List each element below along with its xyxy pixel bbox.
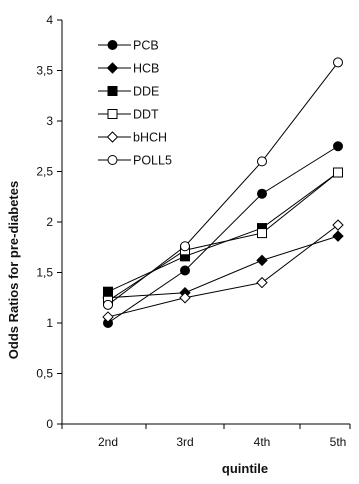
data-point-ddt xyxy=(257,228,267,239)
data-point-pcb xyxy=(180,265,190,276)
x-tick-label: 5th xyxy=(330,435,347,449)
series-line-ddt xyxy=(107,172,339,302)
legend-marker xyxy=(106,131,119,143)
x-axis-label: quintile xyxy=(222,461,268,476)
data-point-pcb xyxy=(333,141,343,152)
data-point-bhch xyxy=(332,219,344,231)
data-point-poll5 xyxy=(180,241,190,252)
x-tick-label: 2nd xyxy=(98,435,118,449)
y-tick-label: 1,5 xyxy=(36,266,53,280)
legend-marker xyxy=(107,86,118,96)
y-tick-label: 1 xyxy=(46,316,53,330)
data-point-poll5 xyxy=(103,299,113,310)
series-line-poll5 xyxy=(107,62,339,306)
legend-item-hcb: HCB xyxy=(98,62,159,76)
legend: PCB HCB DDE DDT bHCH POLL5 xyxy=(98,39,172,168)
data-point-poll5 xyxy=(333,57,343,68)
series-ddt xyxy=(103,167,343,306)
series-line-bhch xyxy=(107,224,339,318)
y-tick-label: 2,5 xyxy=(36,165,53,179)
y-tick-label: 3,5 xyxy=(36,64,53,78)
legend-item-dde: DDE xyxy=(98,85,159,99)
y-axis-label: Odds Ratios for pre-diabetes xyxy=(6,181,21,359)
data-point-poll5 xyxy=(257,156,267,167)
data-point-bhch xyxy=(256,276,268,289)
legend-label: POLL5 xyxy=(133,154,172,168)
data-point-ddt xyxy=(333,167,343,178)
axes: 0 0,5 1 1,5 2 2,5 3 3,5 4 2nd 3rd 4th 5th xyxy=(36,13,351,449)
y-tick-label: 4 xyxy=(46,13,53,27)
legend-marker xyxy=(106,62,119,74)
y-tick-label: 3 xyxy=(46,114,53,128)
legend-item-poll5: POLL5 xyxy=(98,154,172,168)
data-point-bhch xyxy=(179,292,191,304)
legend-item-ddt: DDT xyxy=(98,108,159,122)
series-layer xyxy=(102,57,344,328)
data-point-bhch xyxy=(102,311,114,323)
legend-label: bHCH xyxy=(133,131,167,145)
x-tick-label: 3rd xyxy=(176,435,193,449)
legend-label: DDT xyxy=(133,108,159,122)
data-point-dde xyxy=(103,286,113,297)
x-tick-label: 4th xyxy=(254,435,271,449)
y-tick-label: 0 xyxy=(46,417,53,431)
legend-label: HCB xyxy=(133,62,159,76)
legend-item-pcb: PCB xyxy=(98,39,159,53)
series-pcb xyxy=(103,141,343,328)
series-bhch xyxy=(102,219,344,323)
series-line-hcb xyxy=(107,235,339,299)
data-point-hcb xyxy=(332,230,344,242)
legend-item-bhch: bHCH xyxy=(98,131,167,145)
data-point-pcb xyxy=(257,188,267,199)
data-point-hcb xyxy=(256,254,268,267)
legend-label: DDE xyxy=(133,85,159,99)
y-tick-label: 2 xyxy=(46,215,53,229)
legend-marker xyxy=(107,155,118,165)
series-poll5 xyxy=(103,57,343,310)
legend-marker xyxy=(107,40,118,50)
legend-label: PCB xyxy=(133,39,159,53)
series-line-pcb xyxy=(107,145,339,324)
legend-marker xyxy=(107,109,118,119)
y-tick-label: 0,5 xyxy=(36,367,53,381)
